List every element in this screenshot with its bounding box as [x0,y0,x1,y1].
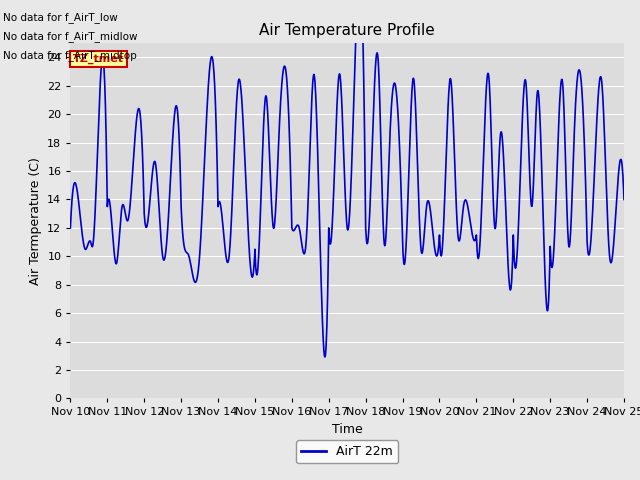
Title: Air Temperature Profile: Air Temperature Profile [259,23,435,38]
Text: No data for f_AirT_low: No data for f_AirT_low [3,12,118,23]
Y-axis label: Air Termperature (C): Air Termperature (C) [29,157,42,285]
X-axis label: Time: Time [332,423,363,436]
Text: No data for f_AirT_midtop: No data for f_AirT_midtop [3,50,137,61]
Text: TZ_tmet: TZ_tmet [73,54,124,64]
Legend: AirT 22m: AirT 22m [296,440,398,463]
Text: No data for f_AirT_midlow: No data for f_AirT_midlow [3,31,138,42]
